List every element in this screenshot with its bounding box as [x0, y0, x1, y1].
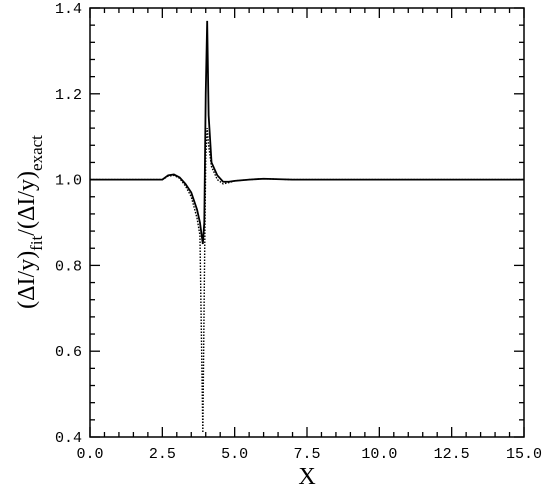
y-axis-label: (ΔI/y)fit/(ΔI/y)exact [14, 135, 46, 309]
x-tick-label: 5.0 [221, 446, 248, 463]
data-line [90, 20, 524, 245]
x-axis-label: X [298, 464, 315, 490]
y-label-sub: fit [27, 235, 46, 250]
x-tick-label: 7.5 [293, 446, 320, 463]
y-tick-label: 1.4 [55, 1, 82, 18]
y-label-part: (ΔI/y) [14, 251, 40, 309]
x-tick-label: 2.5 [149, 446, 176, 463]
y-label-sub: exact [27, 135, 46, 171]
y-tick-label: 0.6 [55, 344, 82, 361]
data-line [90, 128, 524, 433]
plot-frame [89, 7, 525, 438]
y-tick-label: 1.2 [55, 87, 82, 104]
y-label-part: /(ΔI/y) [14, 171, 40, 236]
x-tick-label: 10.0 [361, 446, 397, 463]
x-tick-label: 15.0 [506, 446, 542, 463]
y-tick-label: 0.4 [55, 430, 82, 447]
x-tick-label: 12.5 [434, 446, 470, 463]
y-tick-label: 1.0 [55, 173, 82, 190]
x-tick-label: 0.0 [76, 446, 103, 463]
y-tick-label: 0.8 [55, 258, 82, 275]
